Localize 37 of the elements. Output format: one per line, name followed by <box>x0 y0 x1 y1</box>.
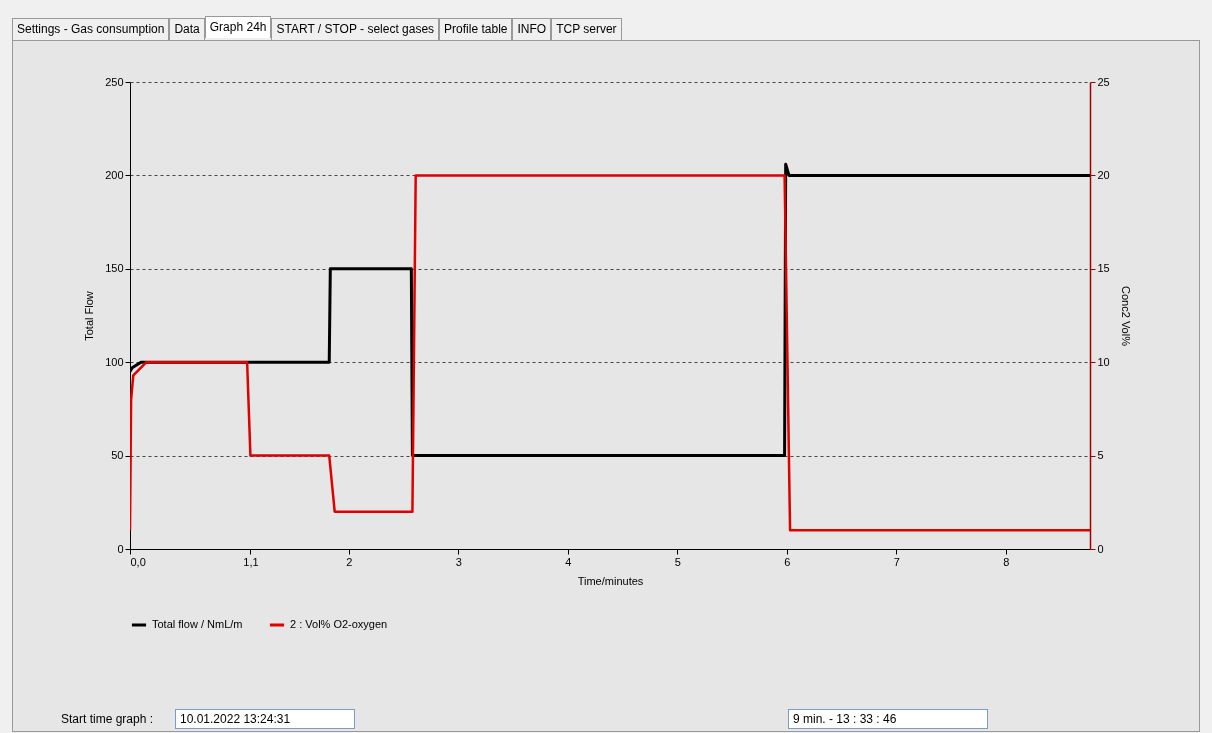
text: 10.01.2022 13:24:31 <box>175 709 355 729</box>
y-tick-label: 0 <box>117 542 124 555</box>
y-axis-title: Total Flow <box>83 291 96 341</box>
caption: Graph 24h <box>204 16 272 38</box>
text: Start time graph : <box>61 712 154 726</box>
x-tick-label: 7 <box>893 555 900 568</box>
x-tick-label: 1,1 <box>243 555 259 568</box>
y2-tick-label: 10 <box>1097 355 1110 368</box>
y2-axis-title: Conc2 Vol% <box>1119 286 1132 347</box>
text: Data <box>169 18 205 40</box>
x-axis-title: Time/minutes <box>577 574 644 587</box>
x-tick-label: 6 <box>784 555 791 568</box>
x-tick-label: 4 <box>565 555 572 568</box>
text: Settings - Gas consumption <box>12 18 170 40</box>
x-tick-label: 2 <box>346 555 353 568</box>
text: Profile table <box>439 18 513 40</box>
y-tick-label: 50 <box>111 449 124 462</box>
y2-tick-label: 25 <box>1097 75 1110 88</box>
text: INFO <box>512 18 552 40</box>
x-tick-label: 5 <box>674 555 681 568</box>
line-series <box>130 174 1090 532</box>
y2-tick-label: 5 <box>1097 449 1104 462</box>
y-tick-label: 200 <box>105 168 124 181</box>
text: 9 min. - 13 : 33 : 46 <box>788 709 988 729</box>
y-tick-label: 100 <box>105 355 124 368</box>
y2-tick-label: 0 <box>1097 542 1104 555</box>
y-tick-label: 150 <box>105 262 124 275</box>
text: START / STOP - select gases <box>271 18 440 40</box>
y2-tick-label: 15 <box>1097 262 1110 275</box>
text: TCP server <box>551 18 622 40</box>
x-tick-label: 3 <box>455 555 462 568</box>
legend-label: Total flow / NmL/m <box>152 618 243 630</box>
y2-tick-label: 20 <box>1097 168 1110 181</box>
x-tick-label: 8 <box>1003 555 1010 568</box>
y-tick-label: 250 <box>105 75 124 88</box>
legend-label: 2 : Vol% O2-oxygen <box>290 618 388 630</box>
x-tick-label: 0,0 <box>130 555 146 568</box>
